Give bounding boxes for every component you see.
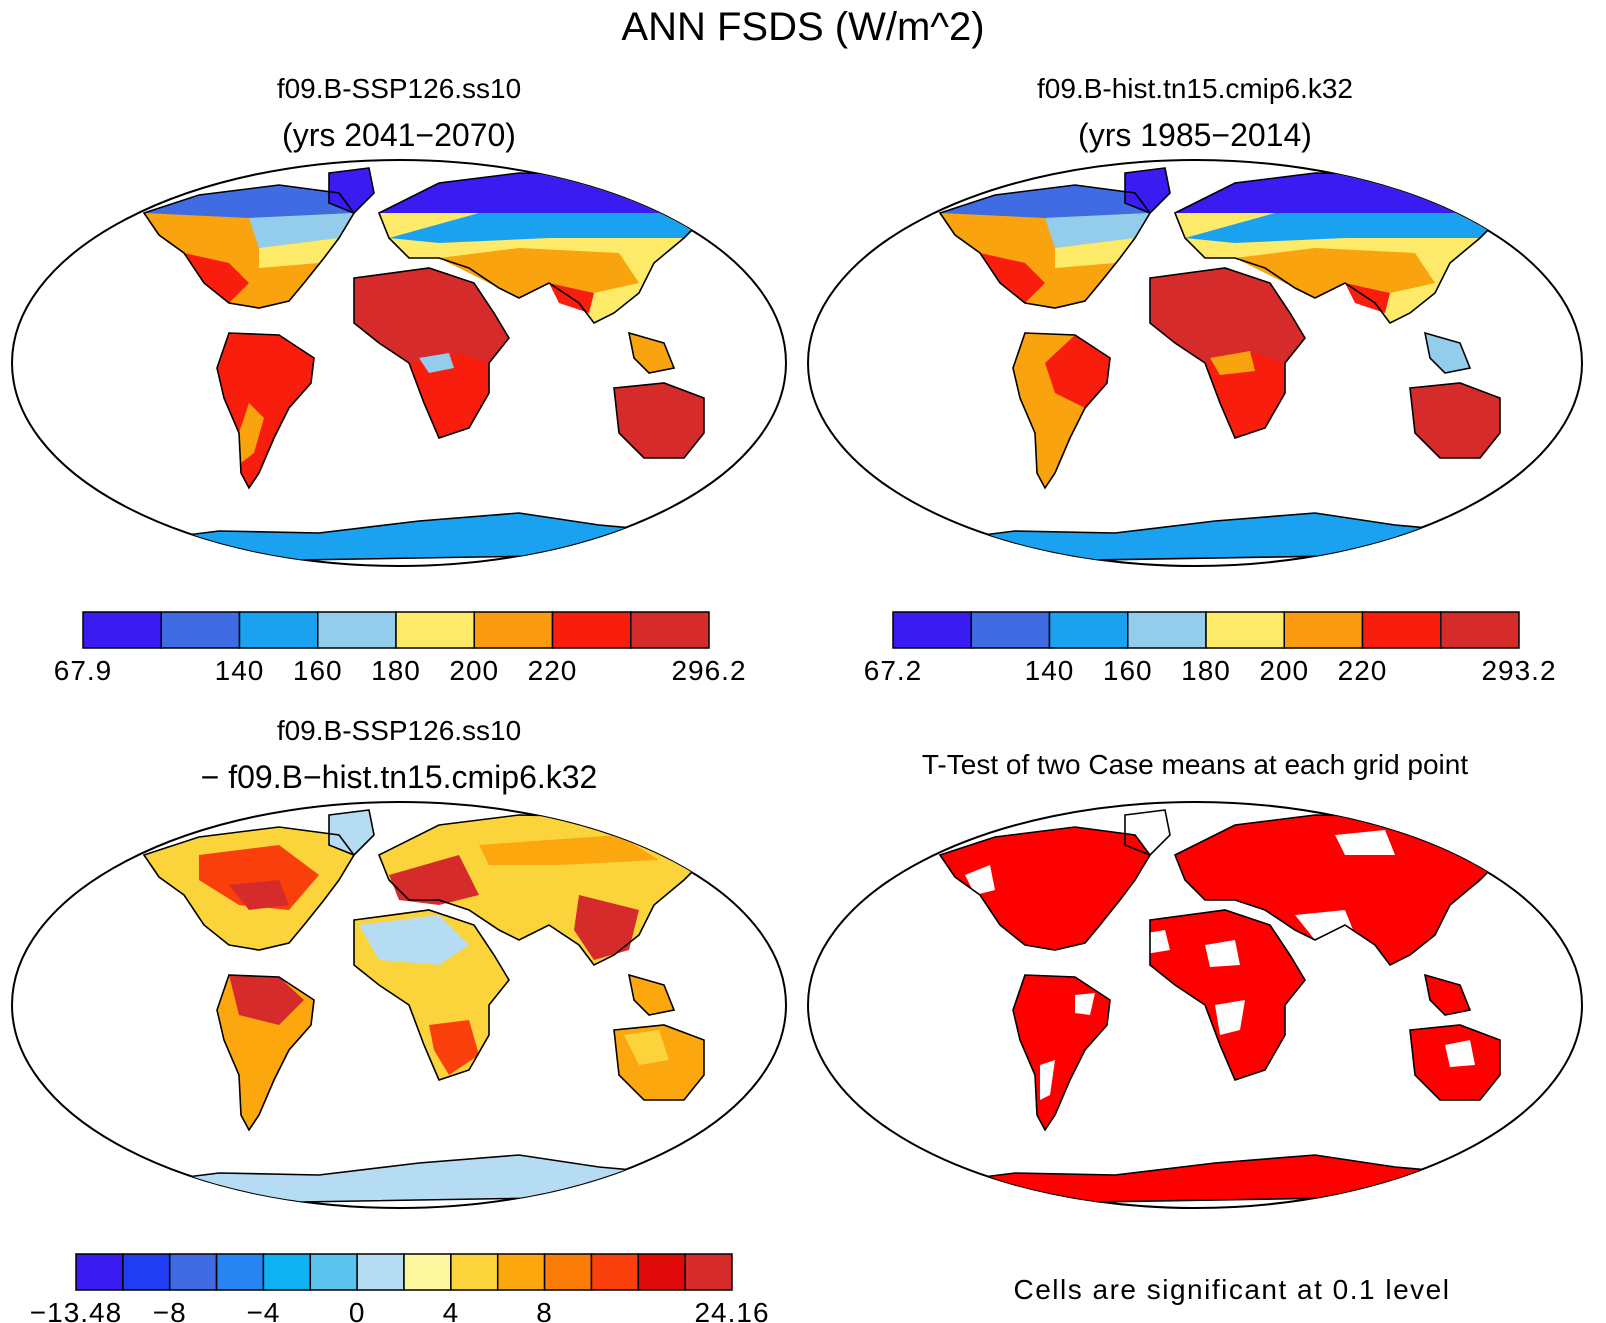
colorbar-tick-label: 296.2 bbox=[671, 655, 746, 686]
colorbar-tick-label: 4 bbox=[443, 1297, 460, 1323]
panel-hist-subtitle: (yrs 1985−2014) bbox=[1078, 117, 1312, 153]
colorbar-swatch bbox=[551, 611, 632, 649]
colorbar-tick-label: 24.16 bbox=[694, 1297, 769, 1323]
colorbar-hist: 67.2 140 160 180 200 220 293.2 bbox=[864, 611, 1556, 686]
colorbar-tick-label: 200 bbox=[1259, 655, 1309, 686]
colorbar-swatch bbox=[215, 1253, 265, 1291]
colorbar-swatch bbox=[160, 611, 241, 649]
colorbar-tick-label: 220 bbox=[1338, 655, 1388, 686]
panel-ttest: T-Test of two Case means at each grid po… bbox=[807, 749, 1583, 1305]
colorbar-swatch bbox=[1205, 611, 1285, 649]
figure-title: ANN FSDS (W/m^2) bbox=[621, 5, 984, 49]
map-ttest bbox=[807, 801, 1583, 1209]
colorbar-swatch bbox=[892, 611, 972, 649]
panel-future-subtitle: (yrs 2041−2070) bbox=[282, 117, 516, 153]
colorbar-tick-label: 293.2 bbox=[1481, 655, 1556, 686]
colorbar-swatch bbox=[450, 1253, 499, 1291]
colorbar-tick-label: 140 bbox=[215, 655, 265, 686]
colorbar-swatch bbox=[637, 1253, 686, 1291]
colorbar-swatch bbox=[75, 1253, 124, 1291]
colorbar-tick-label: 67.2 bbox=[864, 655, 923, 686]
colorbar-swatch bbox=[970, 611, 1051, 649]
colorbar-swatch bbox=[1283, 611, 1364, 649]
panel-future-title: f09.B-SSP126.ss10 bbox=[277, 73, 521, 104]
colorbar-tick-label: 0 bbox=[349, 1297, 366, 1323]
colorbar-tick-label: 160 bbox=[293, 655, 343, 686]
panel-diff: f09.B-SSP126.ss10 − f09.B−hist.tn15.cmip… bbox=[11, 715, 787, 1323]
colorbar-swatch bbox=[543, 1253, 593, 1291]
panel-hist: f09.B-hist.tn15.cmip6.k32 (yrs 1985−2014… bbox=[807, 73, 1583, 686]
colorbar-swatch bbox=[262, 1253, 312, 1291]
colorbar-tick-label: 8 bbox=[536, 1297, 553, 1323]
colorbar-swatch bbox=[1048, 611, 1129, 649]
colorbar-swatch bbox=[309, 1253, 358, 1291]
colorbar-swatch bbox=[82, 611, 162, 649]
map-hist bbox=[807, 159, 1583, 567]
colorbar-tick-label: 220 bbox=[528, 655, 578, 686]
colorbar-tick-label: 180 bbox=[371, 655, 421, 686]
colorbar-tick-label: −4 bbox=[246, 1297, 280, 1323]
panel-ttest-title: T-Test of two Case means at each grid po… bbox=[922, 749, 1468, 780]
panel-hist-title: f09.B-hist.tn15.cmip6.k32 bbox=[1037, 73, 1353, 104]
panel-diff-title: f09.B-SSP126.ss10 bbox=[277, 715, 521, 746]
colorbar-swatch bbox=[395, 611, 475, 649]
colorbar-swatch bbox=[684, 1253, 733, 1291]
colorbar-tick-label: 200 bbox=[449, 655, 499, 686]
panel-ttest-footnote: Cells are significant at 0.1 level bbox=[1014, 1274, 1451, 1305]
panel-diff-subtitle: − f09.B−hist.tn15.cmip6.k32 bbox=[201, 759, 598, 795]
colorbar-swatch bbox=[317, 611, 397, 649]
colorbar-tick-label: −8 bbox=[153, 1297, 187, 1323]
colorbar-tick-label: −13.48 bbox=[30, 1297, 122, 1323]
colorbar-tick-label: 180 bbox=[1181, 655, 1231, 686]
colorbar-swatch bbox=[590, 1253, 640, 1291]
panel-future: f09.B-SSP126.ss10 (yrs 2041−2070) bbox=[11, 73, 787, 686]
colorbar-swatch bbox=[238, 611, 319, 649]
map-diff bbox=[11, 801, 787, 1209]
colorbar-swatch bbox=[496, 1253, 546, 1291]
colorbar-swatch bbox=[168, 1253, 218, 1291]
colorbar-tick-label: 67.9 bbox=[54, 655, 113, 686]
map-future bbox=[11, 159, 787, 567]
colorbar-swatch bbox=[1361, 611, 1442, 649]
colorbar-future: 67.9 140 160 180 200 220 296.2 bbox=[54, 611, 746, 686]
colorbar-tick-label: 140 bbox=[1025, 655, 1075, 686]
colorbar-diff: −13.48 −8 −4 0 4 8 24.16 bbox=[30, 1253, 769, 1323]
colorbar-swatch bbox=[1127, 611, 1207, 649]
colorbar-tick-label: 160 bbox=[1103, 655, 1153, 686]
colorbar-swatch bbox=[403, 1253, 452, 1291]
colorbar-swatch bbox=[356, 1253, 405, 1291]
colorbar-swatch bbox=[1440, 611, 1520, 649]
colorbar-swatch bbox=[122, 1253, 171, 1291]
colorbar-swatch bbox=[473, 611, 554, 649]
colorbar-swatch bbox=[630, 611, 710, 649]
